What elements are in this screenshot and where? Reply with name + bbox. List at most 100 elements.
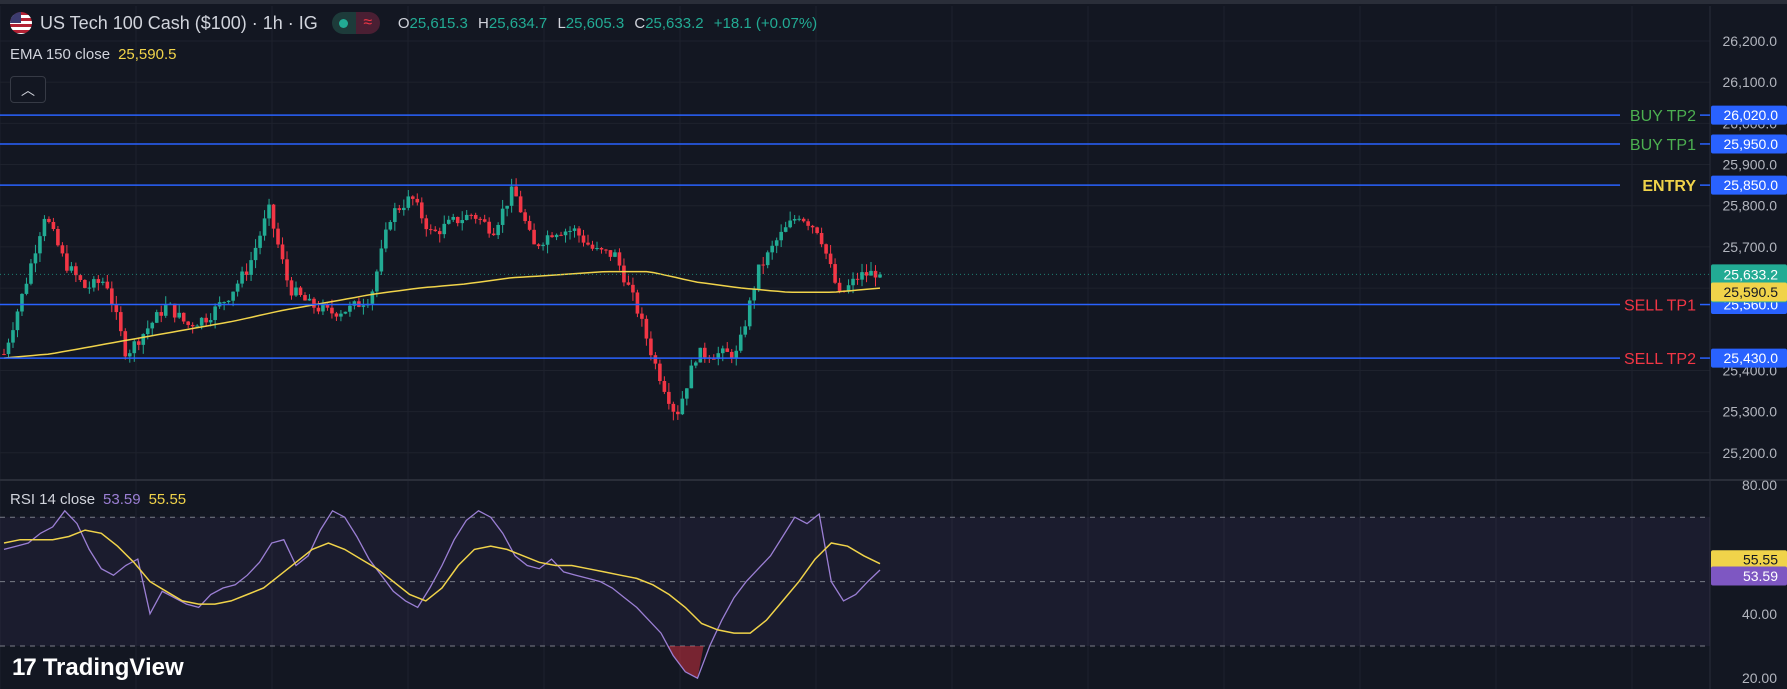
candle xyxy=(460,211,465,231)
candle xyxy=(415,193,420,206)
candle-body xyxy=(235,283,240,292)
candle xyxy=(78,273,83,283)
candle-body xyxy=(145,328,150,335)
candle xyxy=(595,241,599,251)
candle-body xyxy=(635,292,640,314)
candle-body xyxy=(527,221,532,230)
candle-body xyxy=(577,228,581,236)
candle-body xyxy=(204,317,208,323)
price-tick-label: 25,200.0 xyxy=(1723,445,1778,461)
candle-body xyxy=(667,391,671,404)
candle-body xyxy=(824,244,828,254)
candle-body xyxy=(280,244,285,260)
candle xyxy=(330,299,334,319)
candle xyxy=(56,225,60,247)
candle xyxy=(824,243,828,260)
level-price-badge: 26,020.0 xyxy=(1711,105,1787,125)
candle xyxy=(136,338,141,351)
candle xyxy=(294,281,298,297)
candle-body xyxy=(801,218,806,222)
candle xyxy=(734,345,739,366)
candle-body xyxy=(411,196,415,199)
symbol-legend[interactable]: US Tech 100 Cash ($100) · 1h · IG ≈ O25,… xyxy=(10,12,823,34)
candle-body xyxy=(101,281,105,283)
candle xyxy=(150,321,155,336)
candle xyxy=(298,285,303,297)
candle-body xyxy=(307,298,312,301)
candle xyxy=(487,217,491,238)
candle-body xyxy=(698,347,703,363)
candle-body xyxy=(869,270,873,276)
level-price-badge-bg xyxy=(1711,348,1787,368)
market-status-pill[interactable]: ≈ xyxy=(331,12,380,34)
candle-body xyxy=(671,403,676,412)
candle xyxy=(743,320,748,338)
candle-body xyxy=(141,334,146,345)
candle-body xyxy=(640,313,644,319)
candle xyxy=(720,345,725,362)
candle xyxy=(307,294,312,301)
candle xyxy=(442,215,447,239)
level-sell-tp2: SELL TP2 xyxy=(0,351,1710,368)
candle-body xyxy=(262,218,267,236)
candle-body xyxy=(56,228,60,246)
candle-body xyxy=(779,231,783,241)
ema-legend[interactable]: EMA 150 close 25,590.5 xyxy=(10,46,176,63)
candle xyxy=(83,279,87,289)
candle xyxy=(765,250,770,269)
candle xyxy=(640,307,644,327)
candle-body xyxy=(289,280,294,296)
candle-body xyxy=(514,186,518,197)
candle xyxy=(577,226,581,243)
candle xyxy=(635,289,640,318)
candle-body xyxy=(199,317,204,326)
candle-body xyxy=(473,214,478,219)
candle-body xyxy=(11,330,15,343)
candle-body xyxy=(87,287,92,289)
candle xyxy=(38,232,42,263)
candle-body xyxy=(703,347,707,358)
candle xyxy=(316,300,321,315)
candle-body xyxy=(658,363,662,381)
candle-body xyxy=(285,259,289,281)
candle xyxy=(550,232,554,238)
candle-body xyxy=(855,278,860,280)
candle xyxy=(384,222,388,253)
collapse-legend-button[interactable]: ︿ xyxy=(10,76,46,103)
candle xyxy=(388,220,393,231)
candle xyxy=(590,240,595,251)
candle xyxy=(280,237,285,264)
rsi-legend[interactable]: RSI 14 close 53.59 55.55 xyxy=(10,491,186,508)
candle-body xyxy=(828,253,833,265)
level-name: SELL TP1 xyxy=(1624,298,1696,315)
last-price-badge-text: 25,633.2 xyxy=(1724,266,1779,282)
candle xyxy=(393,202,397,231)
candle xyxy=(419,197,424,224)
open-value: 25,615.3 xyxy=(409,14,468,32)
candle-body xyxy=(51,221,56,229)
candle-body xyxy=(653,355,658,364)
candle xyxy=(15,308,20,338)
candle xyxy=(177,305,181,319)
candle xyxy=(685,388,689,406)
candle xyxy=(186,320,190,329)
candle xyxy=(626,275,631,286)
candle xyxy=(523,208,527,224)
candle-body xyxy=(78,275,83,280)
instrument-title[interactable]: US Tech 100 Cash ($100) · 1h · IG xyxy=(40,12,318,33)
candle-body xyxy=(330,307,334,314)
candle-body xyxy=(163,304,168,316)
candle-body xyxy=(433,229,438,232)
candle-body xyxy=(244,271,249,275)
candle xyxy=(783,221,788,233)
candle-body xyxy=(208,320,213,323)
tradingview-logo[interactable]: 17 TradingView xyxy=(12,654,184,682)
candle-body xyxy=(424,218,429,230)
candle-body xyxy=(24,283,29,294)
candle xyxy=(586,234,590,246)
candle-body xyxy=(455,216,460,224)
candle xyxy=(42,215,47,242)
candle xyxy=(756,264,761,292)
candle xyxy=(747,297,752,330)
